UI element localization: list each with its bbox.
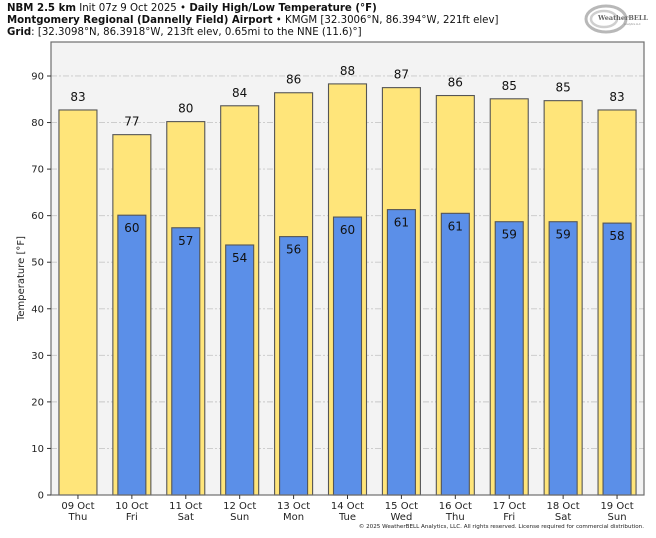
x-tick-date: 13 Oct [277,501,310,512]
low-label: 61 [448,219,463,233]
x-tick-day: Sat [178,512,194,523]
y-tick-label: 20 [31,397,44,408]
high-label: 83 [70,90,85,104]
low-label: 56 [286,243,301,257]
low-label: 60 [124,221,139,235]
x-tick-day: Sun [230,512,249,523]
y-axis: 0 10 20 30 40 50 60 70 80 90 [31,71,51,502]
low-bar [332,216,363,496]
x-tick-date: 16 Oct [439,501,472,512]
low-label: 54 [232,251,247,265]
high-label: 88 [340,64,355,78]
y-tick-label: 90 [31,71,44,82]
y-tick-label: 40 [31,304,44,315]
y-tick-label: 0 [38,491,44,502]
low-label: 59 [502,228,517,242]
grid-label: Grid [7,27,32,38]
low-bar [386,209,416,496]
x-tick-day: Fri [126,512,138,523]
y-tick-label: 80 [31,118,44,129]
high-label: 84 [232,86,247,100]
x-tick-day: Thu [68,512,88,523]
separator: • [180,3,187,14]
low-bar [225,244,255,496]
station-info: KMGM [32.3006°N, 86.394°W, 221ft elev] [285,15,499,26]
low-bar [117,214,147,496]
low-label: 58 [609,229,624,243]
y-tick-label: 70 [31,165,44,176]
station-name: Montgomery Regional (Dannelly Field) Air… [7,15,273,26]
title-line-2: Montgomery Regional (Dannelly Field) Air… [7,15,498,27]
high-label: 80 [178,102,193,116]
x-tick-day: Sun [608,512,627,523]
x-tick-day: Sat [555,512,571,523]
low-bar [171,227,201,496]
low-label: 60 [340,223,355,237]
separator: • [275,15,282,26]
bars [58,83,637,496]
logo-swirl-inner [589,9,619,29]
low-bar [279,236,309,496]
model-name: NBM 2.5 km [7,3,76,14]
x-tick-date: 09 Oct [61,501,94,512]
high-label: 86 [286,73,301,87]
bar-labels: 83 77 60 80 57 84 54 86 56 88 60 87 61 86 61 85 59 85 59 83… [70,64,624,265]
low-bar [602,222,632,496]
logo-text: WeatherBELL [597,14,648,22]
logo-subtext: Analytics LLC [624,22,641,26]
y-tick-label: 10 [31,444,44,455]
y-tick-label: 60 [31,211,44,222]
high-label: 85 [502,79,517,93]
x-tick-day: Fri [503,512,515,523]
x-tick-day: Wed [391,512,413,523]
title-line-3: Grid: [32.3098°N, 86.3918°W, 213ft elev,… [7,27,362,39]
low-label: 59 [555,228,570,242]
high-label: 85 [555,81,570,95]
x-tick-date: 11 Oct [169,501,202,512]
low-bar [548,221,578,496]
weatherbell-logo: WeatherBELL Analytics LLC [584,4,648,34]
title-line-1: NBM 2.5 km Init 07z 9 Oct 2025 • Daily H… [7,3,377,15]
x-tick-day: Mon [283,512,304,523]
copyright-notice: © 2025 WeatherBELL Analytics, LLC. All r… [358,524,644,530]
x-tick-date: 19 Oct [600,501,633,512]
y-tick-label: 50 [31,258,44,269]
high-label: 86 [448,76,463,90]
x-tick-date: 17 Oct [493,501,526,512]
x-tick-date: 18 Oct [547,501,580,512]
init-time: Init 07z 9 Oct 2025 [79,3,177,14]
y-tick-label: 30 [31,351,44,362]
high-label: 83 [609,90,624,104]
product-title: Daily High/Low Temperature (°F) [189,3,377,14]
x-tick-date: 12 Oct [223,501,256,512]
x-tick-date: 15 Oct [385,501,418,512]
y-axis-label: Temperature [°F] [16,236,27,322]
high-label: 87 [394,68,409,82]
low-label: 57 [178,234,193,248]
logo-swirl-outer [584,4,628,34]
high-bar [58,109,98,496]
x-tick-day: Thu [445,512,465,523]
low-bar [440,212,470,496]
low-label: 61 [394,216,409,230]
x-tick-date: 14 Oct [331,501,364,512]
x-tick-day: Tue [338,512,356,523]
grid-info: : [32.3098°N, 86.3918°W, 213ft elev, 0.6… [31,27,362,38]
x-tick-date: 10 Oct [115,501,148,512]
low-bar [494,221,524,496]
high-label: 77 [124,115,139,129]
